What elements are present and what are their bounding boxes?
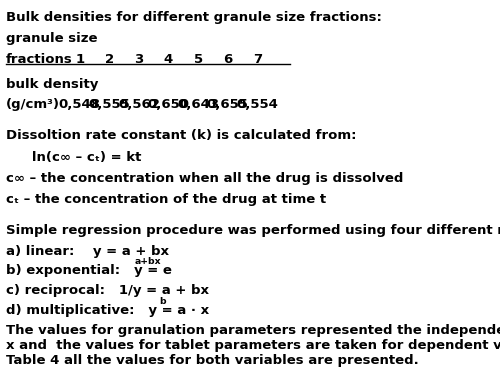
Text: Bulk densities for different granule size fractions:: Bulk densities for different granule siz… <box>6 11 382 24</box>
Text: 7: 7 <box>252 53 262 66</box>
Text: a) linear:    y = a + bx: a) linear: y = a + bx <box>6 244 169 258</box>
Text: a+bx: a+bx <box>135 257 162 266</box>
Text: 3: 3 <box>134 53 143 66</box>
Text: d) multiplicative:   y = a · x: d) multiplicative: y = a · x <box>6 304 209 316</box>
Text: 1: 1 <box>76 53 84 66</box>
Text: 6: 6 <box>223 53 232 66</box>
Text: granule size: granule size <box>6 32 98 45</box>
Text: 2: 2 <box>105 53 114 66</box>
Text: The values for granulation parameters represented the independent variable
x and: The values for granulation parameters re… <box>6 324 500 368</box>
Text: c) reciprocal:   1/y = a + bx: c) reciprocal: 1/y = a + bx <box>6 284 209 297</box>
Text: 0,554: 0,554 <box>236 98 278 111</box>
Text: 0,555: 0,555 <box>88 98 130 111</box>
Text: cₜ – the concentration of the drug at time t: cₜ – the concentration of the drug at ti… <box>6 193 326 206</box>
Text: 0,548: 0,548 <box>59 98 101 111</box>
Text: Simple regression procedure was performed using four different models:: Simple regression procedure was performe… <box>6 224 500 237</box>
Text: b: b <box>159 297 166 306</box>
Text: 0,562: 0,562 <box>118 98 160 111</box>
Text: fractions: fractions <box>6 53 72 66</box>
Text: Dissoltion rate constant (k) is calculated from:: Dissoltion rate constant (k) is calculat… <box>6 129 356 142</box>
Text: (g/cm³): (g/cm³) <box>6 98 60 111</box>
Text: ln(c∞ – cₜ) = kt: ln(c∞ – cₜ) = kt <box>18 151 141 164</box>
Text: c∞ – the concentration when all the drug is dissolved: c∞ – the concentration when all the drug… <box>6 172 404 185</box>
Text: b) exponential:   y = e: b) exponential: y = e <box>6 264 172 277</box>
Text: 0,643: 0,643 <box>177 98 219 111</box>
Text: 5: 5 <box>194 53 202 66</box>
Text: 0,650: 0,650 <box>148 98 190 111</box>
Text: bulk density: bulk density <box>6 78 98 92</box>
Text: 4: 4 <box>164 53 173 66</box>
Text: 0,655: 0,655 <box>206 98 248 111</box>
